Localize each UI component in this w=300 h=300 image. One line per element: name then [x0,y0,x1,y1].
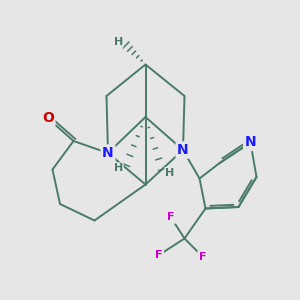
Text: F: F [199,251,206,262]
Text: F: F [167,212,175,223]
Text: H: H [165,167,174,178]
Text: N: N [102,146,114,160]
Text: H: H [114,37,123,47]
Text: F: F [155,250,163,260]
Text: H: H [114,163,123,173]
Text: O: O [42,112,54,125]
Text: N: N [177,143,189,157]
Text: N: N [245,136,256,149]
